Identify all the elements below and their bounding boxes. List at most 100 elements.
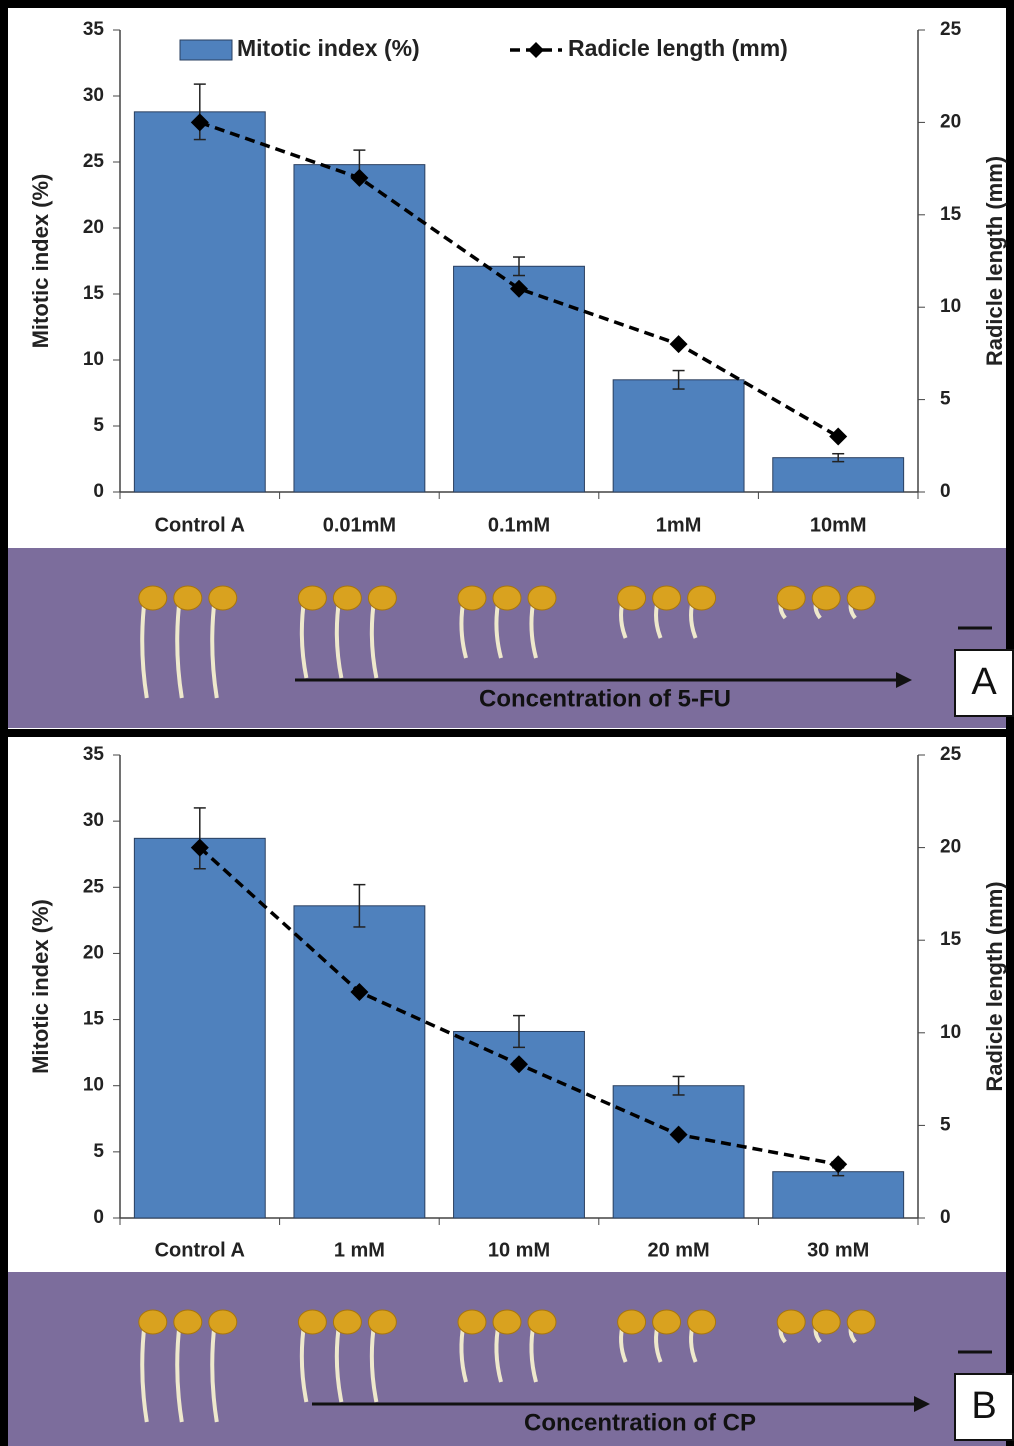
seed — [457, 585, 487, 611]
error-bar — [832, 452, 845, 463]
y-axis-title: Mitotic index (%) — [28, 174, 53, 349]
y-axis-title: Mitotic index (%) — [28, 899, 53, 1074]
panel-label: B — [971, 1385, 996, 1427]
seed — [527, 585, 557, 611]
panel-label-box — [954, 1373, 1014, 1441]
panel-label: A — [971, 661, 997, 703]
y-tick-label: 25 — [83, 876, 105, 897]
sprout — [140, 597, 149, 699]
x-tick-label: 1 mM — [334, 1239, 385, 1261]
bar — [453, 265, 585, 493]
seed — [811, 585, 841, 611]
seed — [367, 585, 397, 611]
x-tick-label: 10 mM — [488, 1239, 550, 1261]
x-tick-label: 10mM — [810, 514, 867, 536]
panel-label-box — [954, 649, 1014, 717]
legend-label: Radicle length (mm) — [568, 35, 788, 61]
marker — [190, 113, 209, 132]
seed — [776, 1309, 806, 1335]
seed — [208, 1309, 238, 1335]
x-tick-label: Control A — [155, 514, 245, 536]
seed — [617, 585, 647, 611]
bar — [772, 457, 905, 493]
marker — [190, 838, 209, 857]
seed — [297, 585, 327, 611]
x-tick-label: 1mM — [656, 514, 702, 536]
y2-tick-label: 25 — [940, 19, 962, 40]
marker — [510, 1055, 528, 1074]
seed — [527, 1309, 557, 1335]
legend-marker — [528, 42, 544, 58]
y-tick-label: 20 — [83, 217, 104, 238]
error-bar — [672, 1075, 685, 1096]
marker — [510, 279, 528, 298]
error-bar — [672, 369, 685, 390]
bar — [612, 379, 745, 493]
marker — [829, 427, 848, 446]
y2-tick-label: 5 — [940, 389, 951, 410]
seed — [617, 1309, 647, 1335]
line — [199, 120, 840, 439]
seed — [173, 585, 203, 611]
y2-tick-label: 10 — [940, 1022, 961, 1043]
seed — [173, 1309, 203, 1335]
bar — [772, 1171, 905, 1219]
y2-tick-label: 0 — [940, 481, 951, 502]
legend-swatch — [179, 39, 233, 61]
seed — [138, 1309, 168, 1335]
y-tick-label: 5 — [93, 415, 104, 436]
seed — [332, 1309, 362, 1335]
legend-label: Mitotic index (%) — [237, 35, 420, 61]
bar — [133, 837, 266, 1219]
bar — [133, 111, 266, 493]
y2-tick-label: 20 — [940, 111, 961, 132]
marker — [350, 168, 369, 187]
seed — [846, 585, 876, 611]
y2-tick-label: 5 — [940, 1114, 951, 1135]
photo-caption: Concentration of CP — [524, 1409, 756, 1436]
seed — [652, 1309, 682, 1335]
y-tick-label: 35 — [83, 19, 105, 40]
y2-tick-label: 25 — [940, 744, 962, 765]
sprout — [175, 1321, 184, 1423]
photo-strip — [8, 548, 1006, 728]
seed — [492, 585, 522, 611]
seed — [811, 1309, 841, 1335]
y-tick-label: 5 — [93, 1141, 104, 1162]
marker — [669, 335, 688, 354]
sprout — [140, 1321, 149, 1423]
marker — [669, 1125, 688, 1144]
seed — [367, 1309, 397, 1335]
divider — [0, 729, 1014, 737]
seed — [332, 585, 362, 611]
bar — [293, 164, 426, 493]
x-tick-label: 30 mM — [807, 1239, 869, 1261]
arrow-head — [896, 672, 912, 688]
y-tick-label: 25 — [83, 151, 105, 172]
bar — [612, 1085, 745, 1219]
y-tick-label: 0 — [93, 1207, 104, 1228]
y2-tick-label: 15 — [940, 204, 962, 225]
arrow-head — [914, 1396, 930, 1412]
error-bar — [353, 883, 366, 928]
y-tick-label: 10 — [83, 1075, 104, 1096]
y-tick-label: 15 — [83, 1009, 105, 1030]
photo-caption: Concentration of 5-FU — [479, 685, 731, 712]
y-tick-label: 35 — [83, 744, 105, 765]
x-tick-label: 20 mM — [647, 1239, 709, 1261]
sprout — [210, 597, 219, 699]
sprout — [175, 597, 184, 699]
marker — [829, 1155, 848, 1174]
seed — [457, 1309, 487, 1335]
x-tick-label: 0.01mM — [323, 514, 396, 536]
seed — [687, 585, 717, 611]
seed — [492, 1309, 522, 1335]
y-tick-label: 15 — [83, 283, 105, 304]
error-bar — [513, 256, 525, 277]
x-tick-label: 0.1mM — [488, 514, 550, 536]
sprout — [210, 1321, 219, 1423]
seed — [846, 1309, 876, 1335]
marker — [350, 983, 369, 1002]
y2-tick-label: 0 — [940, 1207, 951, 1228]
